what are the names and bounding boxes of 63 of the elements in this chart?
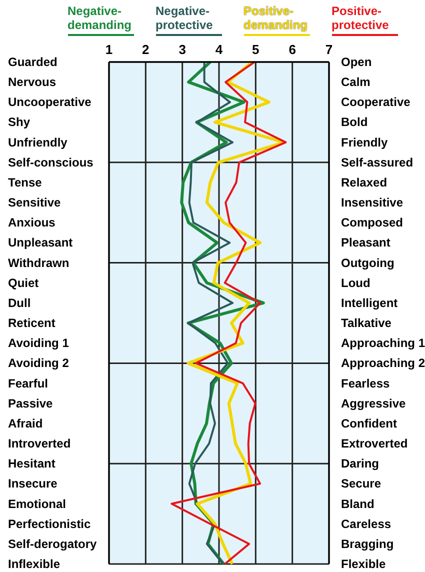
y2-tick-label: Careless <box>341 516 392 531</box>
x-tick-label: 5 <box>252 42 260 57</box>
y2-tick-label: Intelligent <box>341 296 398 310</box>
y2-tick-label: Approaching 1 <box>341 336 425 350</box>
y-tick-label: Self-derogatory <box>8 536 98 551</box>
y-tick-label: Avoiding 1 <box>8 336 70 350</box>
y-tick-label: Fearful <box>8 376 48 390</box>
y2-tick-label: Secure <box>341 476 382 491</box>
y-tick-label: Sensitive <box>8 196 62 210</box>
y-tick-label: Insecure <box>8 476 58 491</box>
y2-tick-label: Fearless <box>341 376 390 390</box>
y2-tick-label: Self-assured <box>341 155 414 170</box>
y-tick-label: Perfectionistic <box>8 516 92 531</box>
y-tick-label: Nervous <box>8 75 56 90</box>
y-tick-label: Hesitant <box>8 456 56 471</box>
text: Positive-protective <box>332 4 398 36</box>
y-tick-label: Unpleasant <box>8 236 73 250</box>
y2-tick-label: Outgoing <box>341 256 394 270</box>
y-tick-label: Emotional <box>8 496 66 511</box>
y2-tick-label: Talkative <box>341 316 392 330</box>
y-tick-label: Passive <box>8 396 54 410</box>
y2-tick-label: Approaching 2 <box>341 356 425 370</box>
y2-tick-label: Friendly <box>341 135 388 150</box>
y-tick-label: Uncooperative <box>8 95 92 110</box>
y2-tick-label: Bold <box>341 115 368 130</box>
y2-tick-label: Bland <box>341 496 374 511</box>
y2-tick-label: Pleasant <box>341 236 390 250</box>
y-tick-label: Introverted <box>8 436 71 451</box>
y-tick-label: Shy <box>8 115 30 130</box>
y2-tick-label: Extroverted <box>341 436 408 451</box>
y-tick-label: Reticent <box>8 316 56 330</box>
y-tick-label: Avoiding 2 <box>8 356 70 370</box>
y2-tick-label: Bragging <box>341 536 394 551</box>
y-tick-label: Unfriendly <box>8 135 68 150</box>
y2-tick-label: Open <box>341 55 372 69</box>
y-tick-label: Anxious <box>8 216 56 230</box>
x-tick-label: 6 <box>288 42 296 57</box>
y2-tick-label: Flexible <box>341 557 386 571</box>
x-tick-label: 3 <box>178 42 186 57</box>
text: Negative-protective <box>156 4 222 36</box>
y2-tick-label: Aggressive <box>341 396 406 410</box>
x-tick-label: 4 <box>215 42 224 57</box>
y2-tick-label: Composed <box>341 216 404 230</box>
x-tick-label: 7 <box>325 42 333 57</box>
y-tick-label: Quiet <box>8 276 39 290</box>
y-tick-label: Withdrawn <box>8 256 70 270</box>
y2-tick-label: Insensitive <box>341 196 404 210</box>
y-tick-label: Inflexible <box>8 557 60 571</box>
y2-tick-label: Calm <box>341 75 370 90</box>
y-tick-label: Tense <box>8 175 42 190</box>
text: Positive-demanding <box>244 4 310 36</box>
x-tick-label: 2 <box>142 42 150 57</box>
y2-tick-label: Loud <box>341 276 370 290</box>
y2-tick-label: Confident <box>341 416 397 430</box>
y2-tick-label: Daring <box>341 456 380 471</box>
y-tick-label: Dull <box>8 296 31 310</box>
y-tick-label: Self-conscious <box>8 155 94 170</box>
y-tick-label: Afraid <box>8 416 43 430</box>
text: Negative-demanding <box>68 4 134 36</box>
y2-tick-label: Cooperative <box>341 95 411 110</box>
x-tick-label: 1 <box>105 42 113 57</box>
y2-tick-label: Relaxed <box>341 175 388 190</box>
y-tick-label: Guarded <box>8 55 58 69</box>
